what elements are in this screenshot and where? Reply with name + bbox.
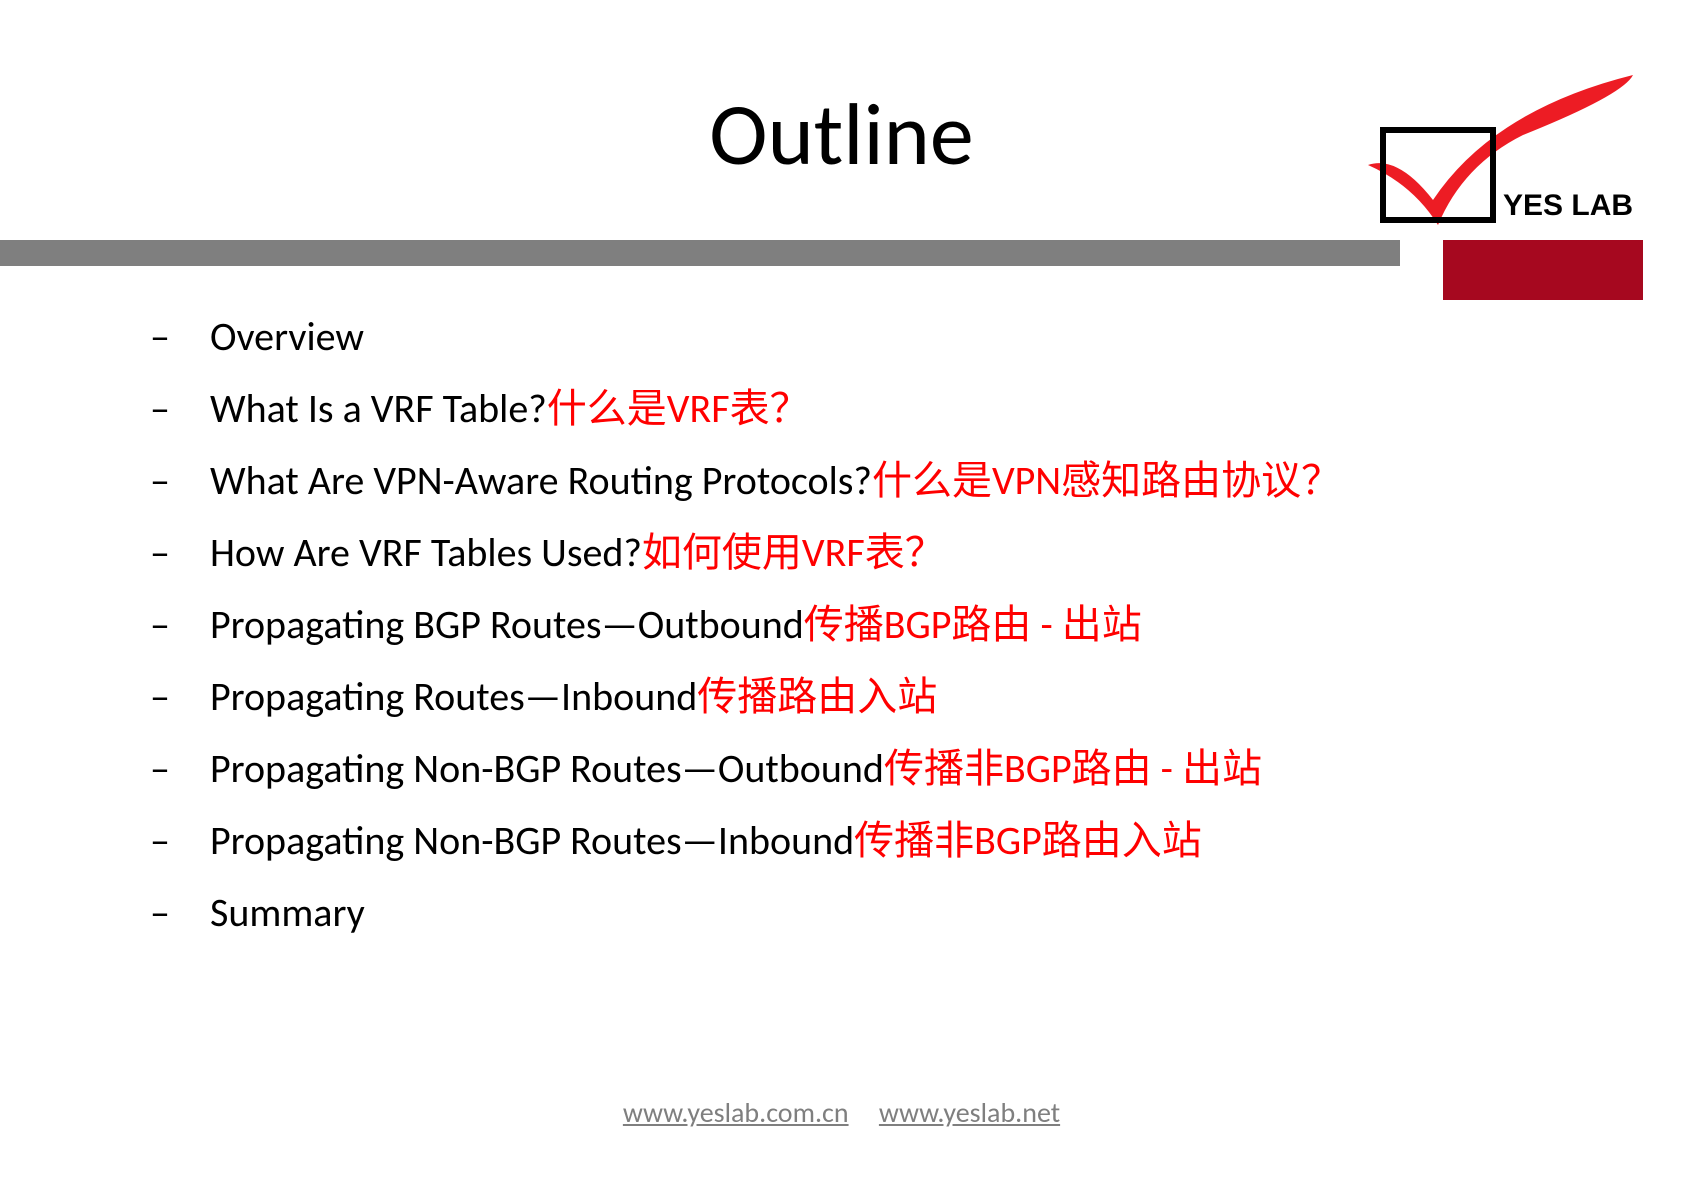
outline-item-en: Summary	[210, 888, 365, 937]
outline-item: –Summary	[150, 886, 1623, 940]
logo-text: YES LAB	[1503, 189, 1633, 222]
outline-list: –Overview–What Is a VRF Table?什么是VRF表？–W…	[150, 310, 1623, 958]
outline-item-text: Overview	[210, 310, 364, 364]
outline-item-zh: 什么是VPN感知路由协议？	[872, 456, 1341, 505]
bullet-dash-icon: –	[150, 886, 210, 940]
outline-item-text: Propagating Non-BGP Routes—Inbound传播非BGP…	[210, 814, 1202, 868]
bullet-dash-icon: –	[150, 310, 210, 364]
bullet-dash-icon: –	[150, 814, 210, 868]
outline-item: –Propagating BGP Routes—Outbound传播BGP路由 …	[150, 598, 1623, 652]
outline-item: –Overview	[150, 310, 1623, 364]
divider-gray-bar	[0, 240, 1400, 266]
outline-item-zh: 传播路由入站	[697, 672, 937, 721]
outline-item-text: Summary	[210, 886, 365, 940]
footer-link-2[interactable]: www.yeslab.net	[879, 1095, 1060, 1130]
outline-item-zh: 传播非BGP路由入站	[854, 816, 1202, 865]
outline-item: –What Are VPN-Aware Routing Protocols?什么…	[150, 454, 1623, 508]
outline-item-zh: 传播BGP路由 - 出站	[804, 600, 1142, 649]
outline-item-en: Propagating Routes—Inbound	[210, 672, 697, 721]
slide: Outline YES LAB –Overview–What Is a VRF …	[0, 0, 1683, 1190]
outline-item-en: Overview	[210, 312, 364, 361]
outline-item-text: Propagating BGP Routes—Outbound传播BGP路由 -…	[210, 598, 1142, 652]
bullet-dash-icon: –	[150, 598, 210, 652]
bullet-dash-icon: –	[150, 742, 210, 796]
outline-item: –How Are VRF Tables Used?如何使用VRF表？	[150, 526, 1623, 580]
divider-red-block	[1443, 240, 1643, 300]
outline-item: –Propagating Non-BGP Routes—Inbound传播非BG…	[150, 814, 1623, 868]
bullet-dash-icon: –	[150, 454, 210, 508]
outline-item-en: What Are VPN-Aware Routing Protocols?	[210, 456, 872, 505]
bullet-dash-icon: –	[150, 526, 210, 580]
outline-item-zh: 传播非BGP路由 - 出站	[884, 744, 1262, 793]
outline-item-en: Propagating Non-BGP Routes—Outbound	[210, 744, 884, 793]
outline-item: –Propagating Non-BGP Routes—Outbound传播非B…	[150, 742, 1623, 796]
outline-item-text: Propagating Non-BGP Routes—Outbound传播非BG…	[210, 742, 1262, 796]
footer-link-1[interactable]: www.yeslab.com.cn	[623, 1095, 849, 1130]
bullet-dash-icon: –	[150, 382, 210, 436]
outline-item-text: Propagating Routes—Inbound传播路由入站	[210, 670, 937, 724]
yeslab-logo: YES LAB	[1343, 70, 1643, 240]
outline-item-zh: 如何使用VRF表？	[642, 528, 945, 577]
outline-item-text: How Are VRF Tables Used?如何使用VRF表？	[210, 526, 945, 580]
outline-item-en: Propagating Non-BGP Routes—Inbound	[210, 816, 854, 865]
outline-item: –What Is a VRF Table?什么是VRF表？	[150, 382, 1623, 436]
outline-item-en: How Are VRF Tables Used?	[210, 528, 642, 577]
outline-item: –Propagating Routes—Inbound传播路由入站	[150, 670, 1623, 724]
bullet-dash-icon: –	[150, 670, 210, 724]
outline-item-text: What Is a VRF Table?什么是VRF表？	[210, 382, 810, 436]
footer: www.yeslab.com.cn www.yeslab.net	[0, 1095, 1683, 1130]
outline-item-text: What Are VPN-Aware Routing Protocols?什么是…	[210, 454, 1341, 508]
outline-item-en: What Is a VRF Table?	[210, 384, 547, 433]
outline-item-en: Propagating BGP Routes—Outbound	[210, 600, 804, 649]
outline-item-zh: 什么是VRF表？	[547, 384, 810, 433]
